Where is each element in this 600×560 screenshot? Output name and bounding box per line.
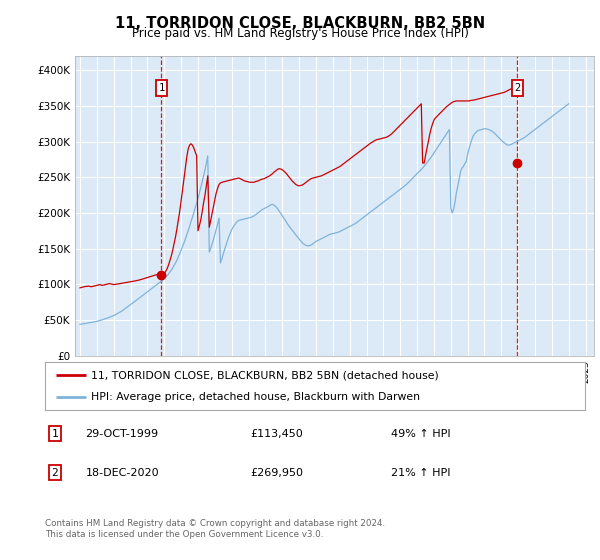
Text: 11, TORRIDON CLOSE, BLACKBURN, BB2 5BN: 11, TORRIDON CLOSE, BLACKBURN, BB2 5BN (115, 16, 485, 31)
Text: Price paid vs. HM Land Registry's House Price Index (HPI): Price paid vs. HM Land Registry's House … (131, 27, 469, 40)
Text: HPI: Average price, detached house, Blackburn with Darwen: HPI: Average price, detached house, Blac… (91, 392, 420, 402)
Text: 21% ↑ HPI: 21% ↑ HPI (391, 468, 450, 478)
Text: £113,450: £113,450 (250, 429, 303, 439)
Text: 49% ↑ HPI: 49% ↑ HPI (391, 429, 450, 439)
Text: 2: 2 (52, 468, 58, 478)
Text: £269,950: £269,950 (250, 468, 303, 478)
Text: 29-OCT-1999: 29-OCT-1999 (86, 429, 158, 439)
Text: 1: 1 (158, 83, 164, 93)
Text: 11, TORRIDON CLOSE, BLACKBURN, BB2 5BN (detached house): 11, TORRIDON CLOSE, BLACKBURN, BB2 5BN (… (91, 370, 439, 380)
Text: 2: 2 (514, 83, 521, 93)
Text: 1: 1 (52, 429, 58, 439)
Text: Contains HM Land Registry data © Crown copyright and database right 2024.
This d: Contains HM Land Registry data © Crown c… (45, 519, 385, 539)
Text: 18-DEC-2020: 18-DEC-2020 (86, 468, 159, 478)
